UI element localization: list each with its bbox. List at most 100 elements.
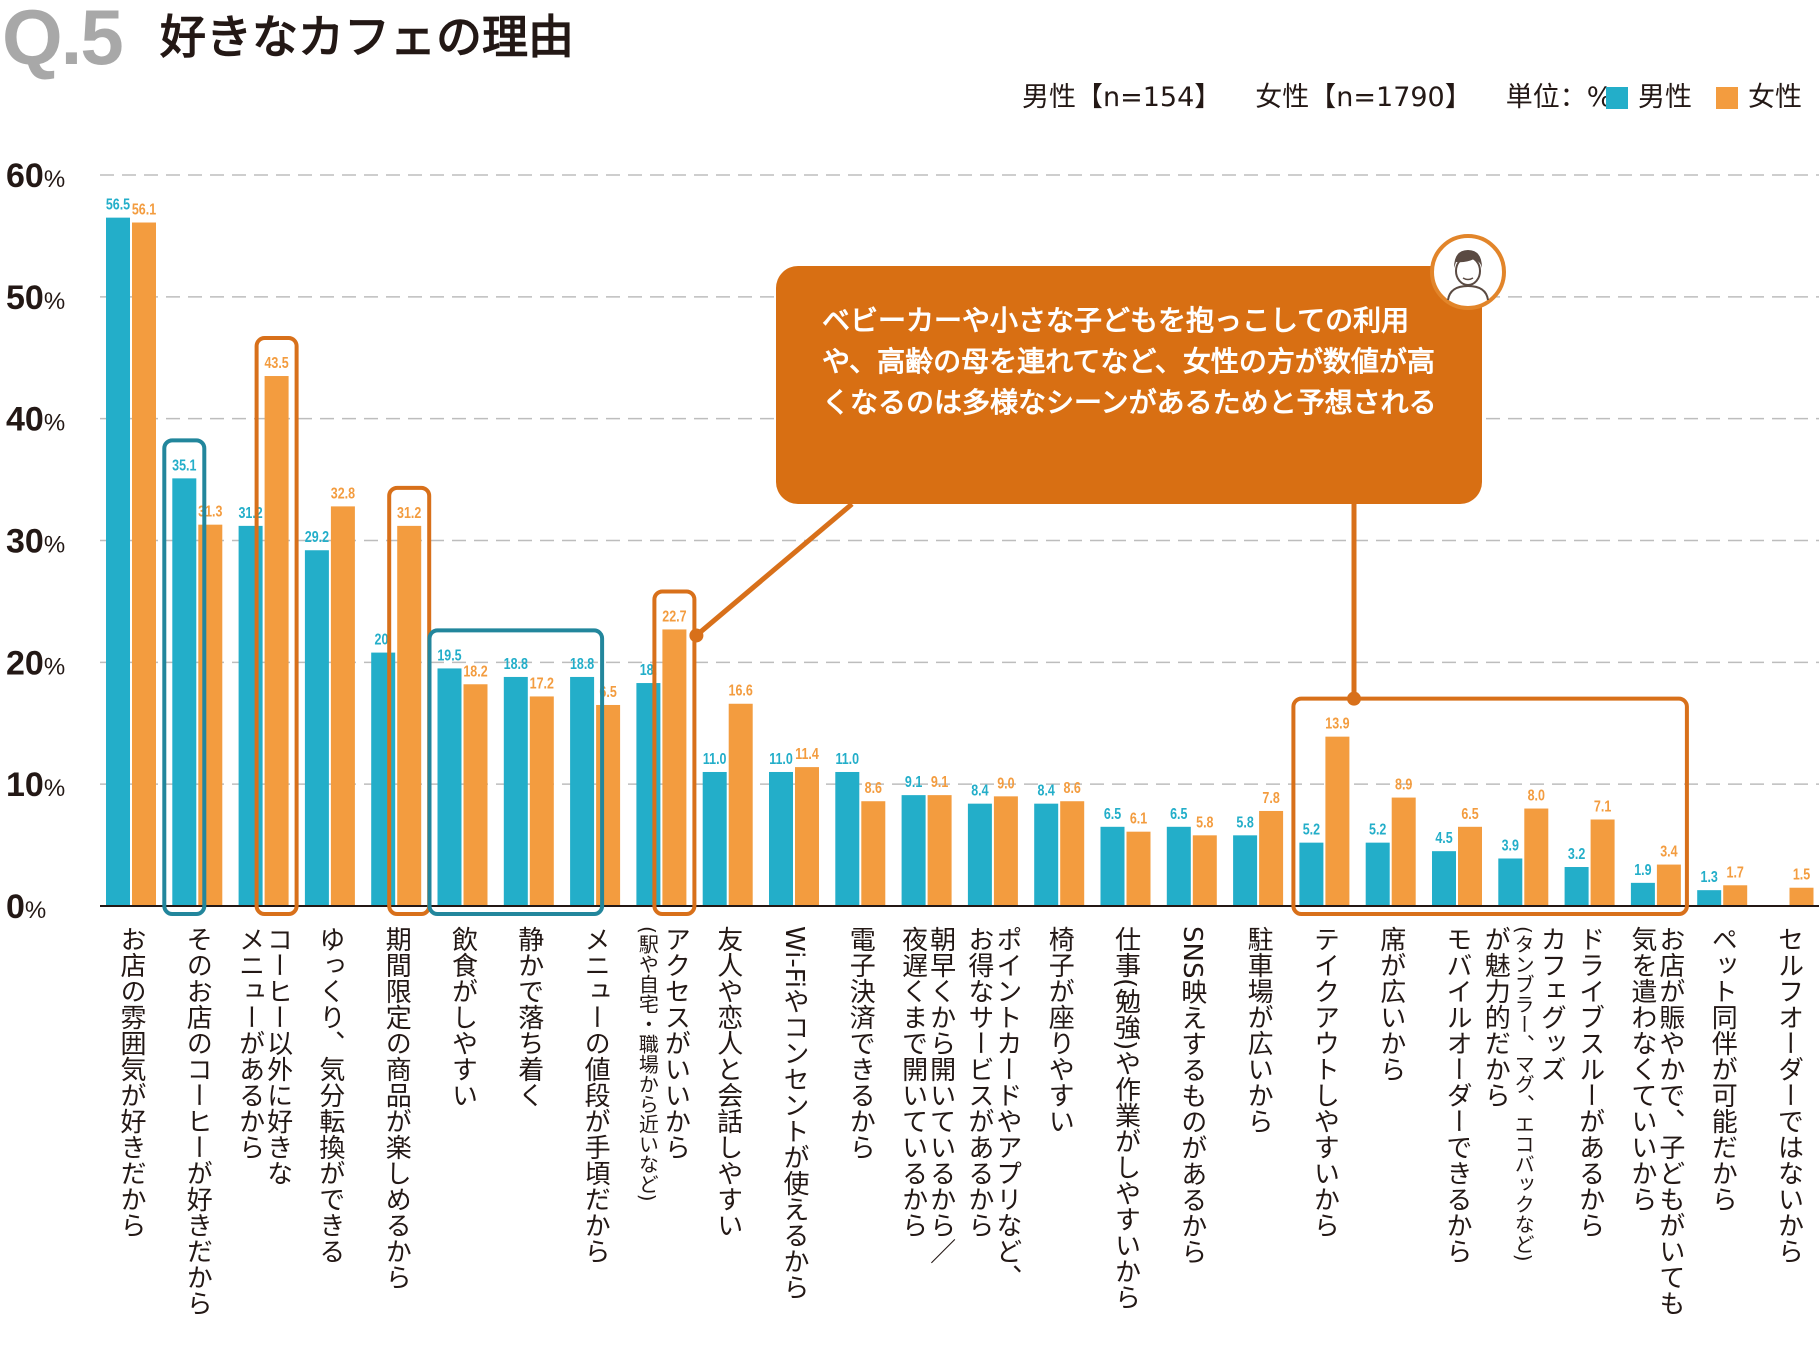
bar-female — [1060, 801, 1085, 906]
data-label-female: 9.1 — [931, 774, 948, 792]
data-label-male: 3.2 — [1568, 846, 1585, 864]
bar-male — [1432, 851, 1456, 906]
connector-dot — [1347, 691, 1361, 706]
x-category-label: 気を遣わなくていいから — [1627, 926, 1657, 1212]
data-label-female: 56.1 — [132, 201, 156, 219]
x-category-label: カフェグッズ — [1536, 926, 1566, 1082]
bar-female — [463, 684, 488, 906]
bar-male — [570, 676, 595, 906]
y-tick-label: 50% — [6, 279, 65, 317]
question-number: Q.5 — [2, 0, 124, 81]
x-category-label: そのお店のコーヒーが好きだから — [182, 926, 212, 1316]
bar-male — [437, 668, 462, 906]
x-category-label: お得なサービスがあるから — [964, 926, 994, 1238]
data-label-male: 31.2 — [238, 504, 262, 522]
data-label-female: 43.5 — [264, 355, 288, 373]
data-label-female: 1.7 — [1727, 864, 1744, 882]
data-label-female: 8.9 — [1395, 776, 1412, 794]
bar-male — [1166, 826, 1191, 906]
y-tick-label: 10% — [6, 766, 65, 804]
bar-male — [1299, 842, 1324, 906]
data-label-female: 3.4 — [1660, 843, 1677, 861]
bar-female — [264, 376, 289, 906]
data-label-female: 7.1 — [1594, 798, 1611, 816]
highlight-box — [254, 336, 299, 916]
bar-male — [636, 683, 661, 906]
legend-item-male: 男性 — [1606, 80, 1692, 115]
bar-female — [1192, 835, 1217, 906]
data-label-male: 1.9 — [1634, 861, 1651, 879]
data-label-female: 6.1 — [1130, 810, 1147, 828]
data-label-male: 5.2 — [1369, 821, 1386, 839]
bar-female — [1259, 810, 1284, 906]
bar-male — [304, 550, 329, 906]
data-label-male: 18.8 — [504, 656, 528, 674]
bar-male — [702, 771, 727, 906]
highlight-box — [1291, 696, 1689, 916]
legend-label-female: 女性 — [1748, 82, 1802, 113]
x-category-label: が魅力的だから — [1480, 926, 1510, 1108]
bar-female — [1656, 864, 1681, 906]
data-label-female: 31.3 — [198, 503, 222, 521]
bar-female — [728, 703, 753, 906]
person-avatar-icon — [1430, 234, 1506, 310]
bar-female — [1126, 831, 1151, 906]
bar-male — [1630, 882, 1655, 906]
data-label-male: 18.8 — [570, 656, 594, 674]
x-category-label: Wi-Fiやコンセントが使えるから — [779, 926, 809, 1300]
bar-male — [967, 803, 992, 906]
x-category-label: コーヒー以外に好きな — [263, 926, 293, 1186]
bar-male — [238, 525, 263, 906]
unit-label: 単位：% — [1505, 82, 1613, 113]
data-label-female: 5.8 — [1196, 814, 1213, 832]
data-label-female: 1.5 — [1793, 866, 1810, 884]
data-label-female: 8.6 — [1064, 780, 1081, 798]
y-tick-label: 20% — [6, 644, 65, 682]
data-label-female: 9.0 — [997, 775, 1014, 793]
bar-female — [397, 525, 422, 906]
bar-female — [927, 795, 952, 906]
bar-male — [1498, 858, 1523, 906]
x-category-label: (駅や自宅・職場から近いなど) — [635, 926, 659, 1202]
x-category-label: 静かで落ち着く — [514, 926, 544, 1108]
x-category-label: SNS映えするものがあるから — [1177, 926, 1207, 1264]
bar-female — [529, 696, 554, 906]
legend-label-male: 男性 — [1638, 82, 1692, 113]
data-label-male: 8.4 — [971, 782, 988, 800]
highlight-box — [652, 589, 697, 917]
data-label-male: 29.2 — [305, 529, 329, 547]
data-label-male: 4.5 — [1435, 830, 1452, 848]
data-label-male: 6.5 — [1104, 805, 1121, 823]
x-category-label: 駐車場が広いから — [1243, 926, 1273, 1134]
data-label-male: 56.5 — [106, 196, 130, 214]
x-category-label: お店が賑やかで、子どもがいても — [1655, 926, 1685, 1316]
page-title: 好きなカフェの理由 — [160, 10, 574, 64]
bar-male — [1034, 803, 1059, 906]
x-category-label: 席が広いから — [1376, 926, 1406, 1082]
x-category-label: 飲食がしやすい — [448, 926, 478, 1108]
data-label-male: 19.5 — [437, 647, 461, 665]
data-label-male: 5.2 — [1303, 821, 1320, 839]
legend-swatch-female — [1716, 86, 1738, 109]
y-tick-label: 60% — [6, 157, 65, 195]
bar-male — [1697, 890, 1722, 906]
data-label-female: 17.2 — [530, 675, 554, 693]
bar-male — [371, 652, 396, 906]
data-label-male: 11.0 — [703, 751, 727, 769]
x-category-label: ペット同伴が可能だから — [1707, 926, 1737, 1212]
data-label-female: 16.6 — [729, 682, 753, 700]
callout-text: ベビーカーや小さな子どもを抱っこしての利用や、高齢の母を連れてなど、女性の方が数… — [822, 304, 1437, 419]
x-category-label: お店の雰囲気が好きだから — [116, 926, 146, 1238]
x-category-label: 椅子が座りやすい — [1044, 926, 1074, 1134]
avatar-drawing — [1447, 250, 1489, 301]
data-label-male: 3.9 — [1502, 837, 1519, 855]
callout-connector — [694, 502, 854, 638]
x-category-label: 朝早くから開いているから／ — [926, 926, 956, 1264]
connector-dot — [689, 628, 704, 643]
bar-female — [1325, 736, 1350, 906]
data-label-female: 6.5 — [1461, 805, 1478, 823]
bar-male — [835, 771, 860, 906]
x-category-label: 電子決済できるから — [845, 926, 875, 1160]
bar-male — [1100, 826, 1125, 906]
